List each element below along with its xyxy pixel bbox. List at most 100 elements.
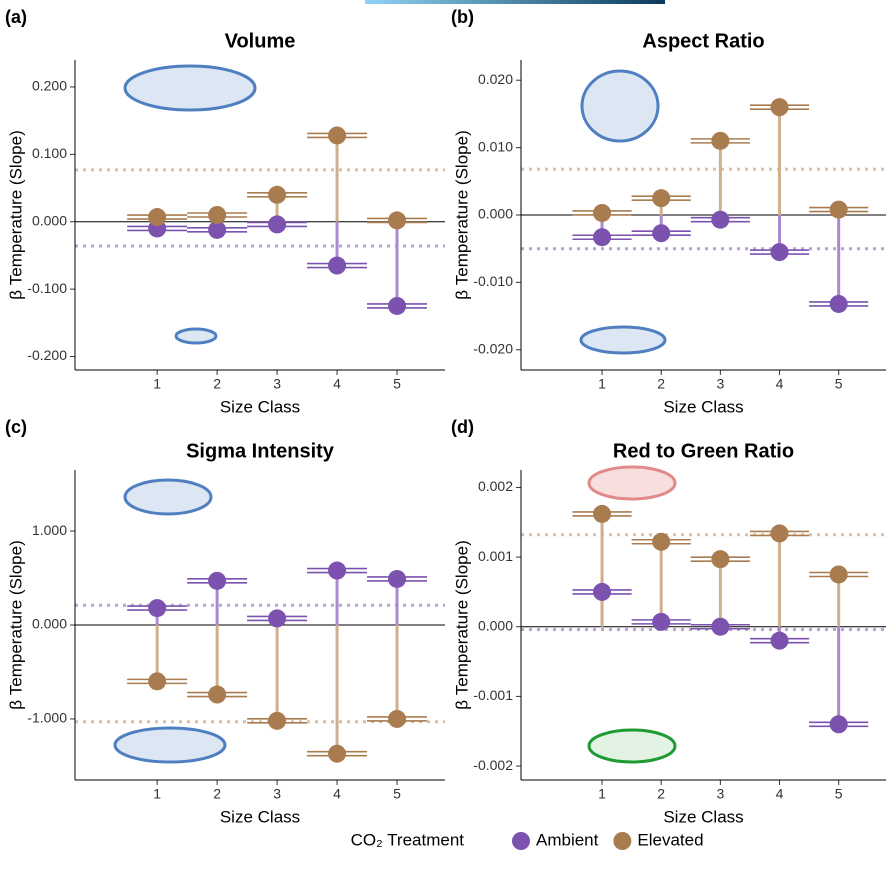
x-tick-label: 3 bbox=[273, 376, 281, 392]
point bbox=[148, 672, 167, 691]
point bbox=[770, 524, 789, 543]
point bbox=[328, 126, 347, 145]
y-tick-label: -0.200 bbox=[27, 347, 67, 363]
chart-title: Sigma Intensity bbox=[186, 440, 335, 462]
y-tick-label: 0.000 bbox=[478, 617, 513, 633]
x-tick-label: 2 bbox=[657, 376, 665, 392]
y-tick-label: -0.100 bbox=[27, 280, 67, 296]
x-tick-label: 2 bbox=[657, 786, 665, 802]
panel-label: (c) bbox=[5, 417, 27, 437]
panel-label: (b) bbox=[451, 7, 474, 27]
point bbox=[593, 504, 612, 523]
x-tick-label: 4 bbox=[333, 786, 341, 802]
point bbox=[711, 131, 730, 150]
point bbox=[770, 243, 789, 262]
point bbox=[711, 617, 730, 636]
cell-icons bbox=[113, 64, 677, 764]
x-axis-label: Size Class bbox=[663, 807, 743, 826]
y-tick-label: -1.000 bbox=[27, 710, 67, 726]
point bbox=[208, 685, 227, 704]
point bbox=[268, 711, 287, 730]
point bbox=[208, 206, 227, 224]
legend-title: CO₂ Treatment bbox=[351, 830, 465, 849]
x-tick-label: 1 bbox=[153, 376, 161, 392]
y-tick-label: -0.020 bbox=[473, 340, 513, 356]
legend-label: Elevated bbox=[637, 830, 703, 849]
point bbox=[328, 744, 347, 763]
point bbox=[829, 294, 848, 313]
y-tick-label: 0.020 bbox=[478, 71, 513, 87]
point bbox=[770, 631, 789, 650]
point bbox=[593, 203, 612, 222]
point bbox=[652, 224, 671, 243]
point bbox=[593, 582, 612, 601]
chart-title: Red to Green Ratio bbox=[613, 440, 794, 462]
x-tick-label: 4 bbox=[776, 376, 784, 392]
y-tick-label: -0.010 bbox=[473, 273, 513, 289]
point bbox=[388, 569, 407, 588]
point bbox=[652, 189, 671, 208]
chart-title: Volume bbox=[225, 30, 296, 52]
x-tick-label: 3 bbox=[716, 376, 724, 392]
point bbox=[593, 228, 612, 247]
point bbox=[829, 715, 848, 734]
chart-title: Aspect Ratio bbox=[642, 30, 764, 52]
point bbox=[711, 210, 730, 229]
y-axis-label: β Temperature (Slope) bbox=[6, 540, 25, 709]
point bbox=[268, 609, 287, 628]
point bbox=[148, 208, 167, 227]
x-tick-label: 5 bbox=[835, 786, 843, 802]
y-tick-label: 0.000 bbox=[478, 206, 513, 222]
point bbox=[770, 98, 789, 117]
panel-label: (d) bbox=[451, 417, 474, 437]
point bbox=[829, 565, 848, 584]
x-tick-label: 5 bbox=[835, 376, 843, 392]
x-tick-label: 1 bbox=[598, 376, 606, 392]
y-axis-label: β Temperature (Slope) bbox=[6, 130, 25, 299]
x-tick-label: 1 bbox=[598, 786, 606, 802]
point bbox=[208, 571, 227, 590]
legend-swatch bbox=[512, 832, 530, 850]
point bbox=[388, 709, 407, 728]
x-axis-label: Size Class bbox=[220, 807, 300, 826]
point bbox=[388, 296, 407, 315]
y-tick-label: -0.002 bbox=[473, 757, 513, 773]
point bbox=[388, 211, 407, 230]
top-bar bbox=[365, 0, 665, 4]
point bbox=[268, 185, 287, 204]
y-tick-label: -0.001 bbox=[473, 687, 513, 703]
point bbox=[268, 215, 287, 234]
point bbox=[829, 200, 848, 219]
y-axis-label: β Temperature (Slope) bbox=[452, 540, 471, 709]
x-tick-label: 3 bbox=[716, 786, 724, 802]
x-tick-label: 3 bbox=[273, 786, 281, 802]
y-tick-label: 0.000 bbox=[32, 616, 67, 632]
point bbox=[652, 532, 671, 551]
point bbox=[328, 256, 347, 275]
point bbox=[328, 561, 347, 580]
x-axis-label: Size Class bbox=[663, 397, 743, 416]
panel-label: (a) bbox=[5, 7, 27, 27]
x-tick-label: 2 bbox=[213, 786, 221, 802]
y-tick-label: 0.010 bbox=[478, 138, 513, 154]
legend-swatch bbox=[613, 832, 632, 850]
x-tick-label: 5 bbox=[393, 786, 401, 802]
point bbox=[208, 220, 227, 239]
x-tick-label: 1 bbox=[153, 786, 161, 802]
x-tick-label: 4 bbox=[776, 786, 784, 802]
point bbox=[711, 550, 730, 569]
y-tick-label: 0.002 bbox=[478, 478, 513, 494]
y-tick-label: 1.000 bbox=[32, 522, 67, 538]
y-tick-label: 0.001 bbox=[478, 548, 513, 564]
x-tick-label: 4 bbox=[333, 376, 341, 392]
y-axis-label: β Temperature (Slope) bbox=[452, 130, 471, 299]
point bbox=[148, 599, 167, 618]
y-tick-label: 0.200 bbox=[32, 78, 67, 94]
y-tick-label: 0.100 bbox=[32, 145, 67, 161]
point bbox=[652, 612, 671, 631]
legend-label: Ambient bbox=[536, 830, 599, 849]
x-tick-label: 2 bbox=[213, 376, 221, 392]
x-axis-label: Size Class bbox=[220, 397, 300, 416]
x-tick-label: 5 bbox=[393, 376, 401, 392]
